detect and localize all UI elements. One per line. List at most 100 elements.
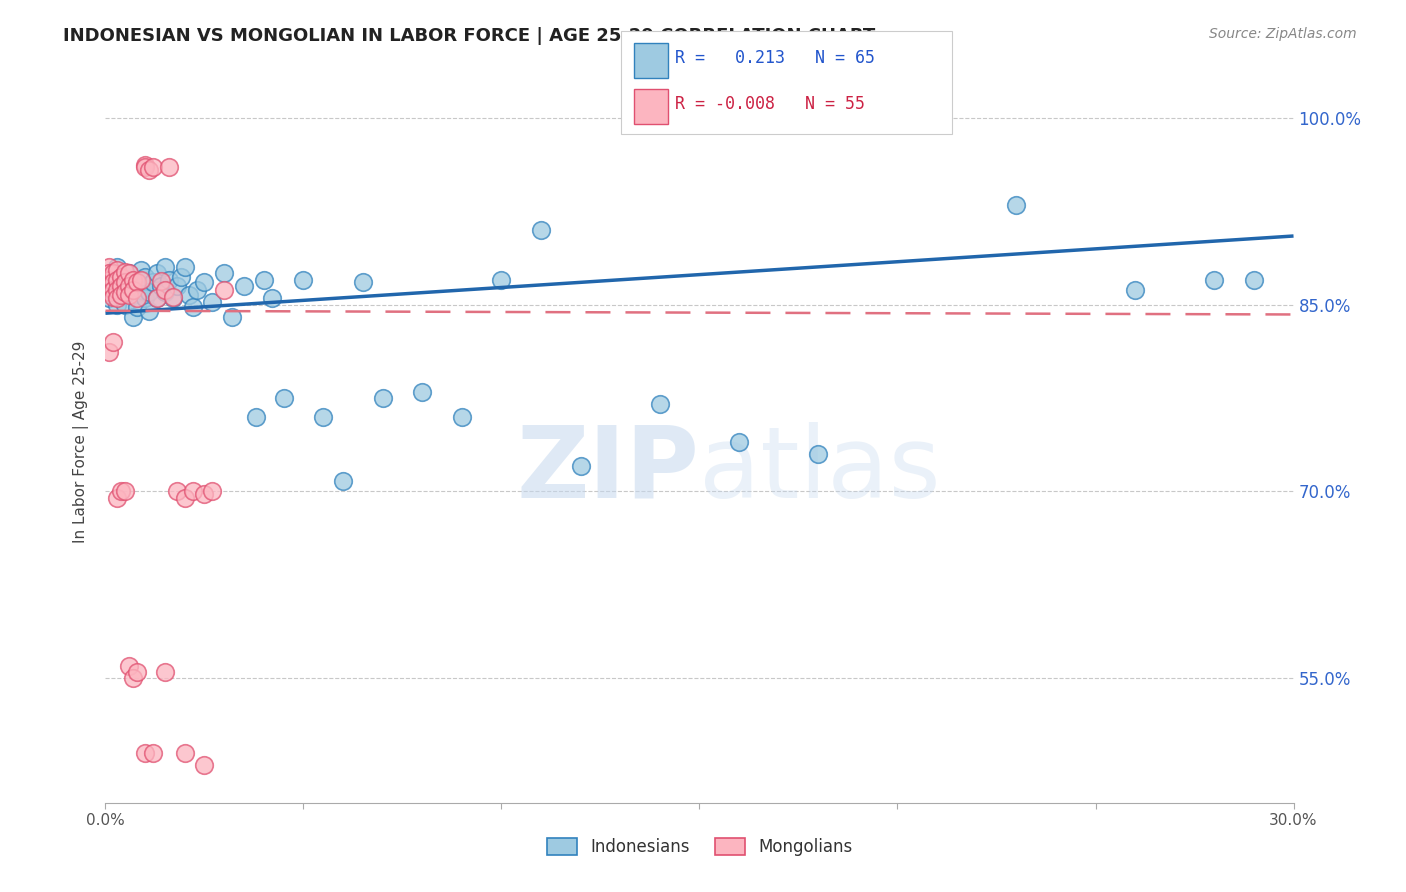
Point xyxy=(181,300,204,314)
Point xyxy=(118,278,141,293)
Point xyxy=(105,272,128,286)
Point xyxy=(138,303,160,318)
Point xyxy=(157,161,180,175)
Point xyxy=(105,262,128,277)
Point xyxy=(105,297,128,311)
Point xyxy=(149,278,172,293)
Point xyxy=(103,283,125,297)
Point xyxy=(105,283,128,297)
Point xyxy=(105,260,128,274)
Point xyxy=(530,223,553,237)
Text: INDONESIAN VS MONGOLIAN IN LABOR FORCE | AGE 25-29 CORRELATION CHART: INDONESIAN VS MONGOLIAN IN LABOR FORCE |… xyxy=(63,27,876,45)
Point xyxy=(146,291,169,305)
Point xyxy=(103,266,125,280)
Point xyxy=(114,272,136,286)
Point xyxy=(201,484,224,499)
Point xyxy=(450,409,472,424)
Point xyxy=(260,291,283,305)
Point xyxy=(569,459,592,474)
Point xyxy=(1005,198,1028,212)
Point xyxy=(114,484,136,499)
Point xyxy=(98,278,121,293)
Point xyxy=(105,491,128,505)
Y-axis label: In Labor Force | Age 25-29: In Labor Force | Age 25-29 xyxy=(73,341,90,542)
Point xyxy=(118,658,141,673)
Point xyxy=(98,272,121,286)
Point xyxy=(129,283,152,297)
Point xyxy=(122,310,145,324)
Point xyxy=(134,158,156,172)
Point xyxy=(127,275,149,289)
Point xyxy=(371,391,394,405)
Point xyxy=(221,310,243,324)
Point xyxy=(114,297,136,311)
Point xyxy=(253,272,276,286)
Point xyxy=(110,287,132,301)
Point xyxy=(173,746,195,760)
Point xyxy=(273,391,295,405)
Point xyxy=(177,287,200,301)
Point xyxy=(292,272,315,286)
Point xyxy=(103,285,125,299)
Point xyxy=(122,287,145,301)
Point xyxy=(193,487,215,501)
Point xyxy=(110,270,132,285)
Point xyxy=(142,161,165,175)
Point xyxy=(105,291,128,305)
Point xyxy=(118,283,141,297)
Point xyxy=(127,275,149,289)
Point xyxy=(127,665,149,679)
Point xyxy=(122,272,145,286)
Point xyxy=(153,285,176,299)
Point xyxy=(352,275,374,289)
Point xyxy=(110,287,132,301)
Point xyxy=(103,266,125,280)
Point xyxy=(193,758,215,772)
Point xyxy=(98,266,121,280)
Point xyxy=(98,291,121,305)
Point xyxy=(166,278,188,293)
Point xyxy=(134,746,156,760)
Point xyxy=(98,272,121,286)
Point xyxy=(186,283,208,297)
Point xyxy=(201,295,224,310)
Point xyxy=(153,665,176,679)
Point xyxy=(153,260,176,274)
Point xyxy=(98,285,121,299)
Point xyxy=(162,290,184,304)
Point xyxy=(134,270,156,285)
Point xyxy=(127,300,149,314)
Point xyxy=(118,287,141,301)
Point xyxy=(157,272,180,286)
Point xyxy=(134,161,156,175)
Point xyxy=(1204,272,1226,286)
Point xyxy=(127,291,149,305)
Point xyxy=(122,283,145,297)
Point xyxy=(153,283,176,297)
Point xyxy=(129,262,152,277)
Point xyxy=(103,290,125,304)
Point xyxy=(114,275,136,289)
Text: ZIP: ZIP xyxy=(516,422,700,519)
Point xyxy=(114,278,136,293)
Text: Source: ZipAtlas.com: Source: ZipAtlas.com xyxy=(1209,27,1357,41)
Point xyxy=(103,275,125,289)
Point xyxy=(118,266,141,280)
Text: R = -0.008   N = 55: R = -0.008 N = 55 xyxy=(675,95,865,113)
Point xyxy=(233,278,256,293)
Point xyxy=(312,409,335,424)
Point xyxy=(142,746,165,760)
Point xyxy=(886,111,908,125)
Point xyxy=(170,270,193,285)
Point xyxy=(105,278,128,293)
Point xyxy=(1123,283,1146,297)
Point xyxy=(728,434,751,449)
Text: atlas: atlas xyxy=(700,422,941,519)
Point xyxy=(129,272,152,286)
Point xyxy=(122,671,145,685)
Point xyxy=(181,484,204,499)
Point xyxy=(142,275,165,289)
Point xyxy=(146,291,169,305)
Text: R =   0.213   N = 65: R = 0.213 N = 65 xyxy=(675,49,875,67)
Point xyxy=(173,260,195,274)
